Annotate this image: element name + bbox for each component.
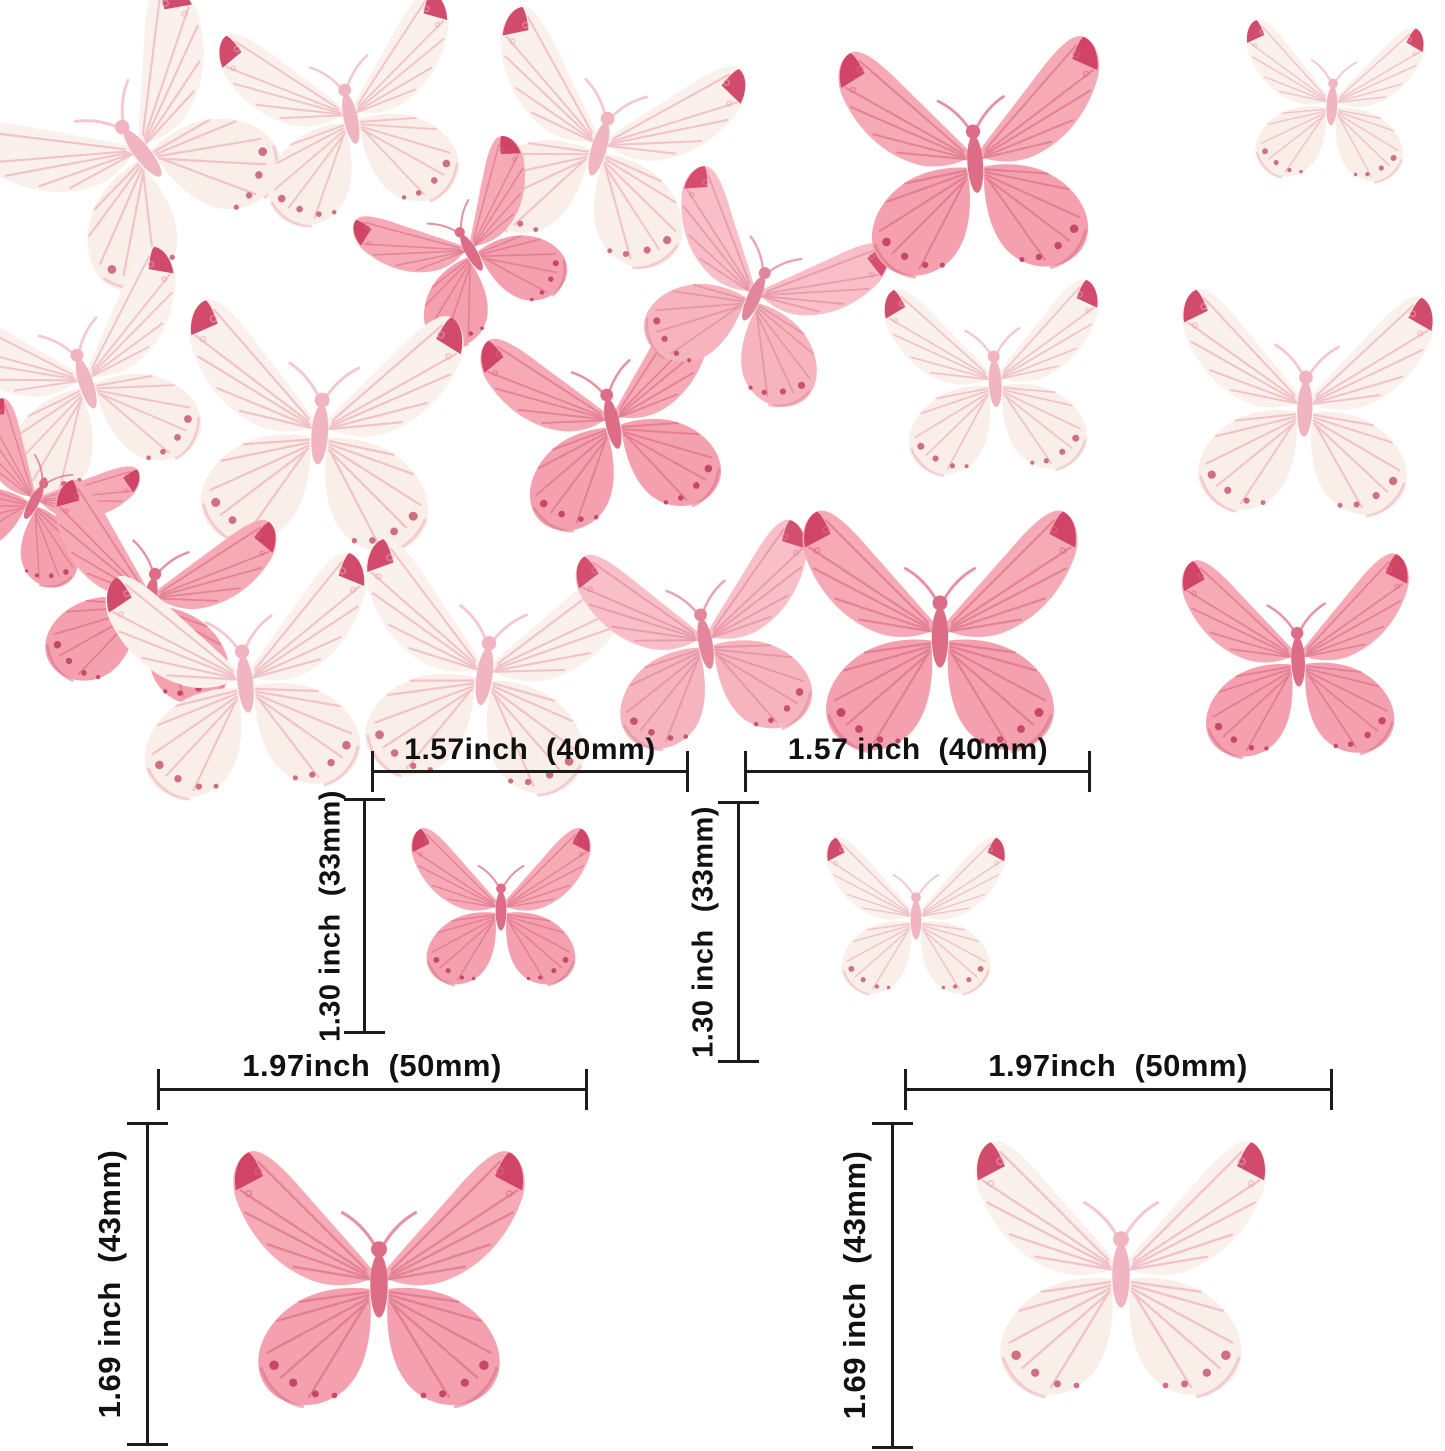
width-dimension-label: 1.57inch (40mm): [404, 733, 656, 766]
height-dimension-line: [344, 798, 385, 1034]
width-dimension-line: [371, 751, 689, 792]
width-dimension-line: [744, 751, 1091, 792]
height-dimension-line: [872, 1122, 913, 1449]
butterfly-large-cream: [962, 1120, 1280, 1422]
width-dimension-line: [904, 1069, 1333, 1110]
height-dimension-label: 1.69 inch (43mm): [837, 1150, 872, 1420]
width-dimension-line: [157, 1069, 588, 1110]
width-dimension-label: 1.97inch (50mm): [988, 1048, 1248, 1083]
width-dimension-label: 1.57 inch (40mm): [787, 733, 1049, 766]
height-dimension-line: [718, 801, 759, 1063]
width-dimension-label: 1.97inch (50mm): [242, 1048, 502, 1083]
height-dimension-line: [127, 1122, 168, 1446]
